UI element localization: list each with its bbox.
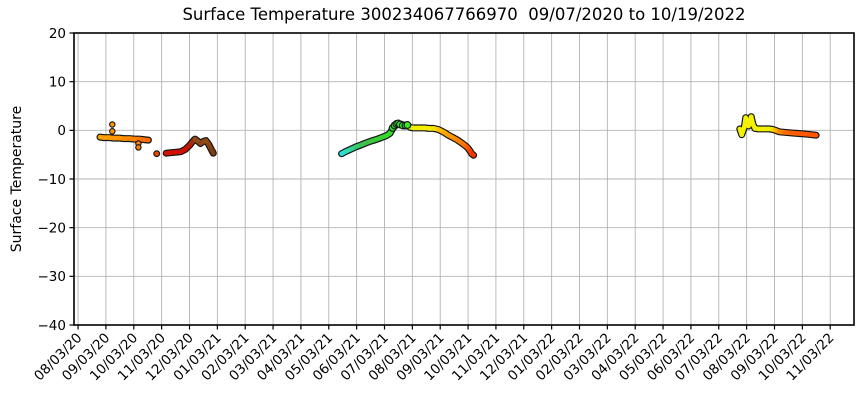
y-tick-label: 20 [49, 26, 66, 42]
y-tick-label: −40 [38, 318, 67, 334]
y-tick-label: −10 [38, 172, 67, 188]
y-tick-label: 0 [57, 123, 66, 139]
y-tick-label: −30 [38, 269, 67, 285]
y-tick-label: −20 [38, 220, 67, 236]
chart-title: Surface Temperature 300234067766970 09/0… [182, 5, 746, 24]
y-tick-label: 10 [49, 74, 66, 90]
